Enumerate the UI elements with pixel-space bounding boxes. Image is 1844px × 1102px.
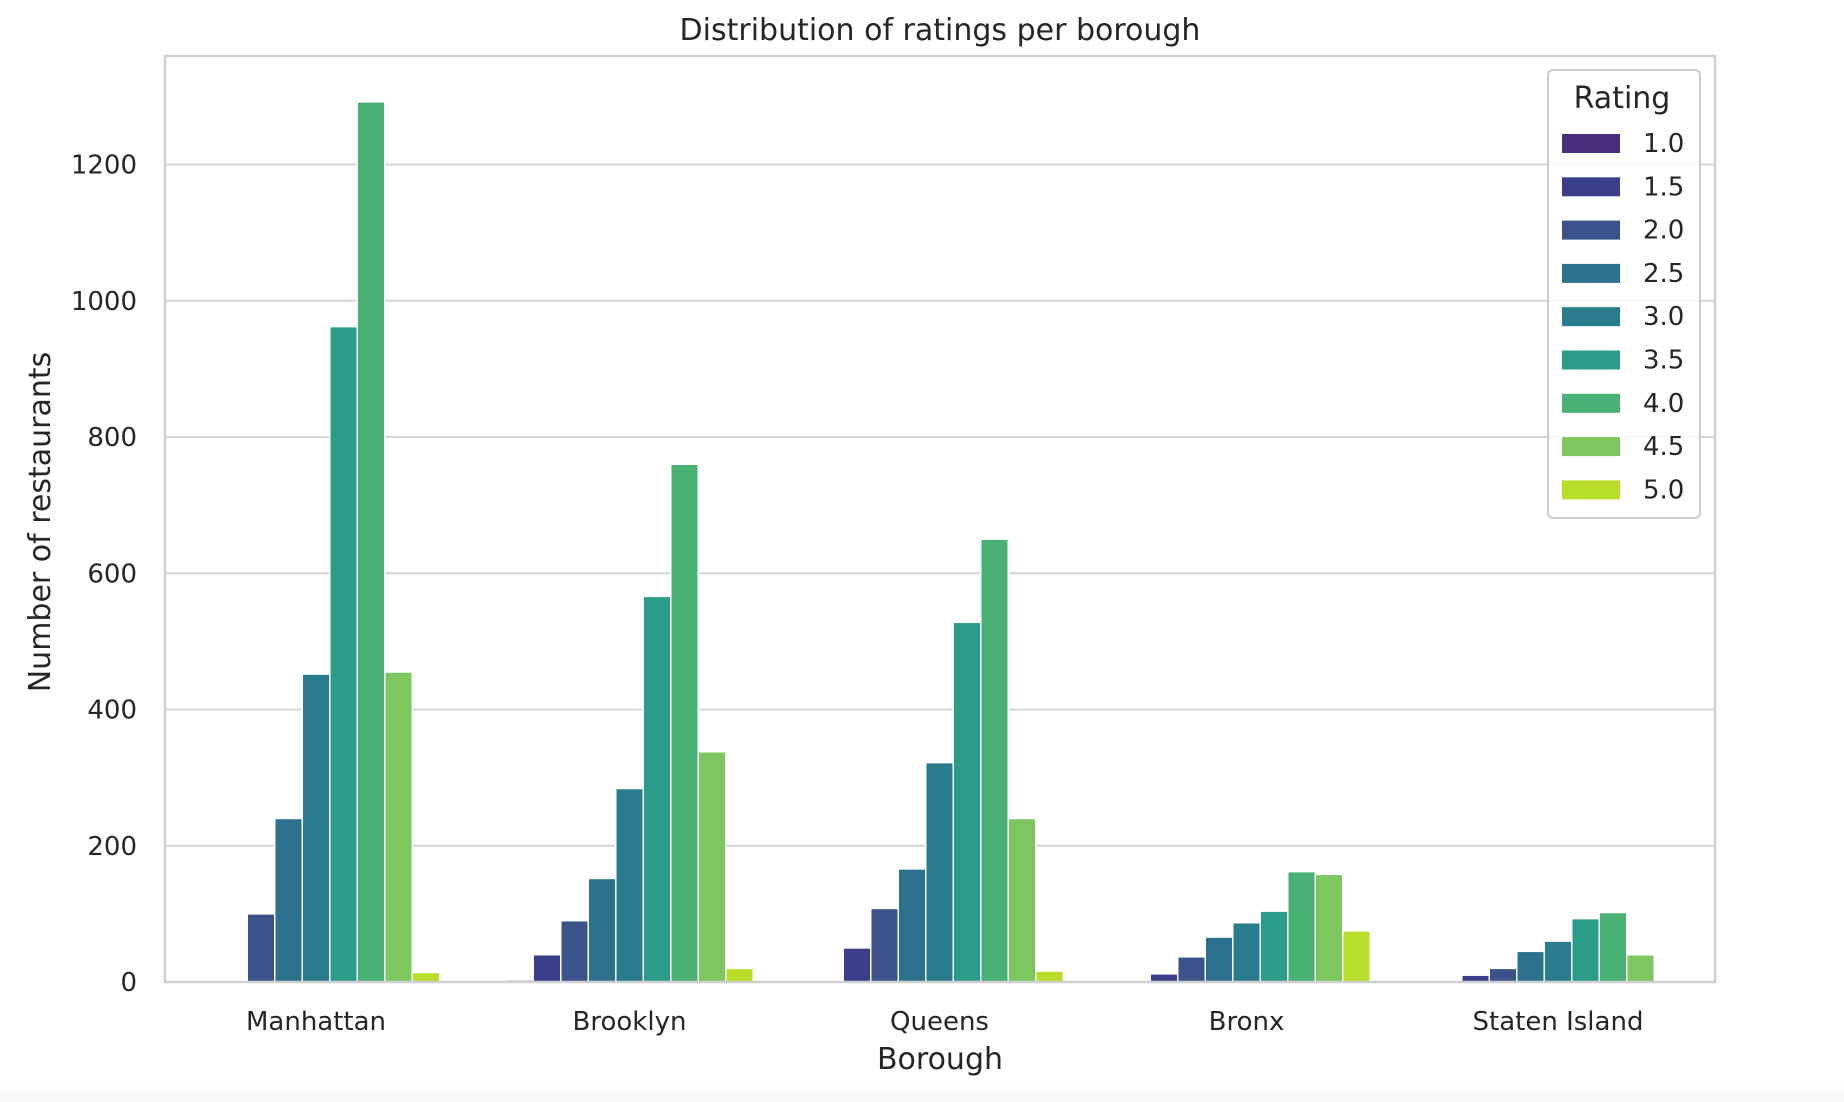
bar-brooklyn-rating-3-5 [642,595,672,983]
bar-queens-rating-3-0 [925,761,954,983]
chart-title: Distribution of ratings per borough [680,13,1201,48]
legend-label: 4.5 [1643,432,1684,462]
bar-bronx-rating-3-5 [1259,910,1289,983]
bar-brooklyn-rating-4-0 [670,463,699,983]
legend-swatch [1562,220,1620,240]
legend-label: 5.0 [1643,475,1684,505]
bar-manhattan-rating-4-5 [384,671,413,983]
bar-brooklyn-rating-5-0 [725,967,754,983]
bar-manhattan-rating-5-0 [411,971,441,983]
bar-brooklyn-rating-3-0 [615,787,644,983]
bar-staten-island-rating-4-5 [1626,954,1655,983]
bar-brooklyn-rating-2-0 [560,919,589,983]
x-tick-labels: Manhattan Brooklyn Queens Bronx Staten Islan… [246,1007,1643,1037]
legend-label: 4.0 [1643,389,1684,419]
bar-bronx-rating-5-0 [1342,930,1371,983]
bar-manhattan-rating-3-0 [301,673,331,983]
x-tick-label: Queens [890,1007,989,1037]
bar-staten-island-rating-3-5 [1571,917,1600,983]
y-axis-label: Number of restaurants [23,352,58,693]
plot-area-frame [163,54,1717,984]
bar-manhattan-rating-2-0 [246,913,276,983]
legend-swatch [1562,307,1620,327]
y-tick-label: 1000 [71,287,137,317]
bar-staten-island-rating-2-5 [1516,950,1545,983]
bar-queens-rating-2-0 [870,907,899,983]
x-tick-label: Brooklyn [573,1007,687,1037]
bar-queens-rating-1-5 [842,947,872,983]
y-tick-label: 0 [120,968,137,998]
bar-staten-island-rating-2-0 [1488,967,1518,983]
y-tick-labels: 0 200 400 600 800 1000 1200 [71,151,137,999]
legend-label: 1.5 [1643,172,1684,202]
bars [191,101,1655,983]
bar-queens-rating-2-5 [897,868,927,983]
bar-manhattan-rating-2-5 [274,817,303,983]
x-tick-label: Manhattan [246,1007,386,1037]
x-tick-label: Staten Island [1473,1007,1644,1037]
bar-brooklyn-rating-1-5 [532,954,562,983]
x-axis-label: Borough [877,1042,1003,1077]
legend-swatch [1562,350,1620,370]
legend-items: 1.0 1.5 2.0 2.5 3.0 3.5 4.0 4.5 5.0 [1562,129,1684,505]
legend-label: 3.5 [1643,346,1684,376]
bar-queens-rating-3-5 [952,621,982,983]
bar-bronx-rating-3-0 [1232,921,1261,983]
legend-swatch [1562,263,1620,283]
bar-bronx-rating-2-5 [1204,936,1234,983]
x-tick-label: Bronx [1209,1007,1285,1037]
bar-staten-island-rating-4-0 [1598,911,1628,983]
bar-staten-island-rating-3-0 [1543,940,1573,983]
legend-label: 1.0 [1643,129,1684,159]
legend-label: 2.5 [1643,259,1684,289]
legend-label: 3.0 [1643,302,1684,332]
legend-label: 2.0 [1643,216,1684,246]
y-tick-label: 400 [87,696,137,726]
y-tick-label: 200 [87,832,137,862]
legend: Rating 1.0 1.5 2.0 2.5 3.0 3.5 4.0 4.5 5.0 [1547,69,1701,519]
legend-swatch [1562,480,1620,500]
bar-manhattan-rating-3-5 [329,325,358,983]
bar-queens-rating-4-5 [1007,817,1037,983]
legend-title: Rating [1574,81,1671,116]
y-tick-label: 1200 [71,151,137,181]
legend-swatch [1562,437,1620,457]
bar-bronx-rating-4-5 [1314,873,1344,983]
bar-manhattan-rating-4-0 [356,101,386,983]
y-tick-label: 800 [87,423,137,453]
bar-queens-rating-5-0 [1035,970,1064,983]
grid-lines [165,163,1715,983]
bar-bronx-rating-2-0 [1177,956,1206,983]
legend-swatch [1562,177,1620,197]
legend-swatch [1562,393,1620,413]
bar-queens-rating-4-0 [980,538,1009,983]
y-tick-label: 600 [87,559,137,589]
legend-swatch [1562,134,1620,153]
bar-brooklyn-rating-2-5 [587,877,617,983]
bar-brooklyn-rating-4-5 [697,750,727,983]
bar-bronx-rating-4-0 [1287,870,1316,983]
